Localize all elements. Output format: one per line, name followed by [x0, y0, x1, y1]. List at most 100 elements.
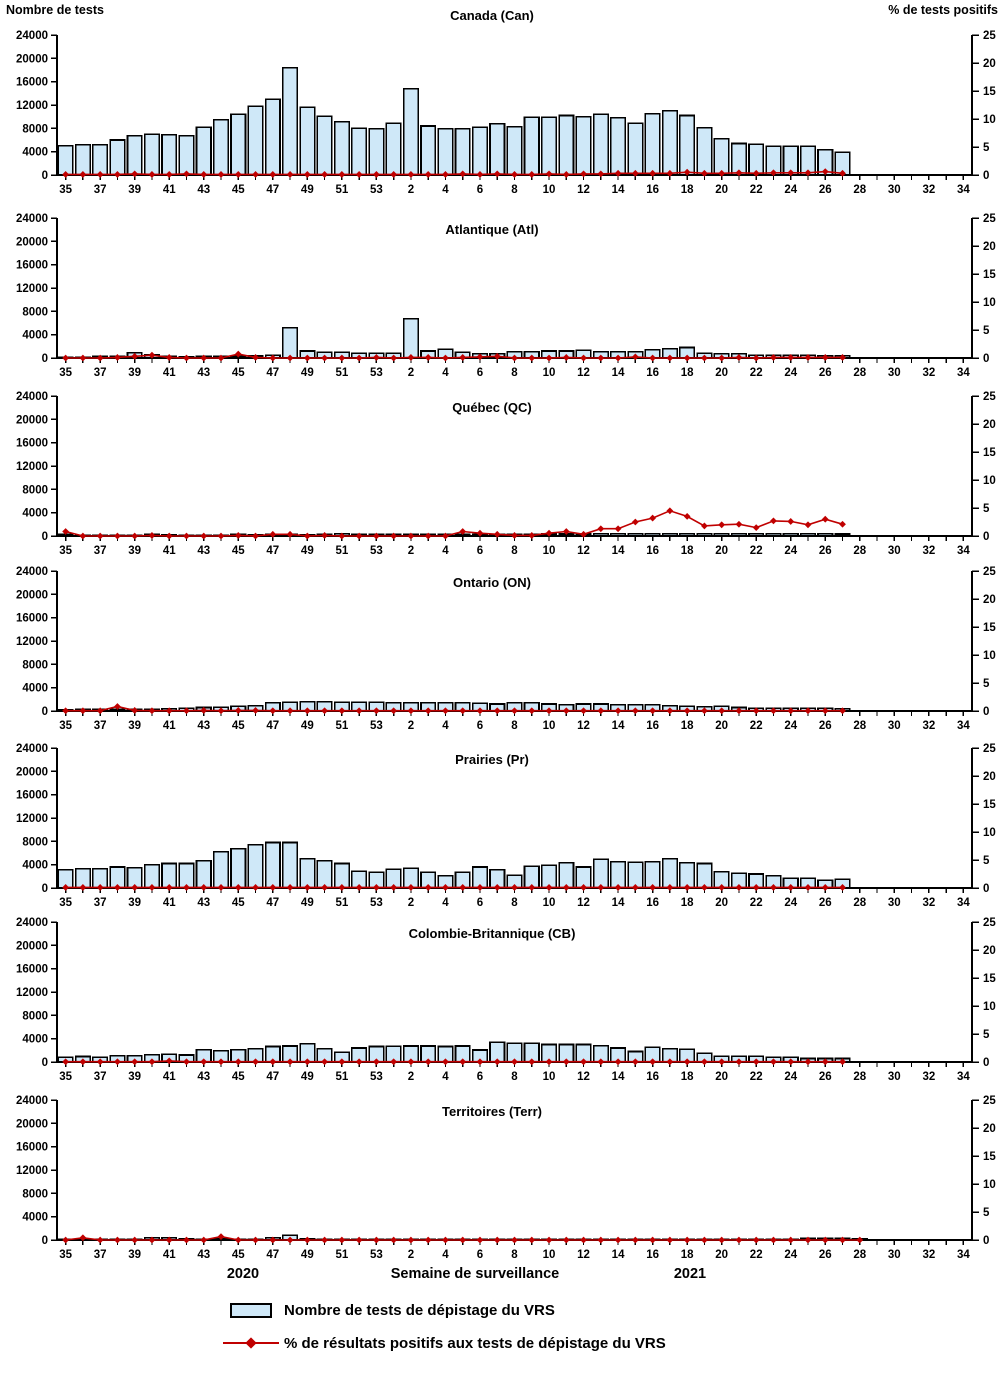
- x-tick-label: 20: [715, 720, 728, 732]
- pct-diamond-marker: [770, 169, 777, 177]
- pct-diamond-marker: [718, 521, 726, 529]
- left-axis-header: Nombre de tests: [6, 3, 104, 17]
- legend-bar-swatch-cell: [220, 1302, 282, 1318]
- pct-diamond-marker: [114, 171, 121, 178]
- left-tick-label: 4000: [22, 1212, 48, 1224]
- pct-diamond-marker: [666, 1058, 674, 1066]
- x-tick-label: 2: [408, 897, 414, 909]
- x-tick-label: 12: [577, 720, 590, 732]
- left-tick-label: 12000: [16, 813, 48, 825]
- x-tick-label: 43: [197, 367, 210, 379]
- bar: [230, 113, 247, 176]
- right-tick-label: 5: [983, 1207, 990, 1219]
- pct-diamond-marker: [131, 884, 139, 891]
- pct-diamond-marker: [79, 884, 87, 891]
- pct-diamond-marker: [234, 532, 242, 539]
- x-tick-label: 47: [266, 1249, 279, 1261]
- x-tick-label: 16: [646, 1249, 659, 1261]
- right-tick-label: 10: [983, 827, 996, 839]
- pct-diamond-marker: [614, 707, 622, 715]
- left-tick-label: 4000: [22, 330, 48, 342]
- right-tick-label: 10: [983, 297, 996, 309]
- x-tick-label: 4: [442, 1071, 449, 1083]
- panel-ontario-on: Ontario (ON) 24000 20000 16000 12000 8000 4000…: [16, 566, 996, 732]
- pct-diamond-marker: [839, 1236, 846, 1244]
- pct-diamond-marker: [459, 170, 467, 178]
- bar: [282, 66, 299, 176]
- pct-diamond-marker: [718, 354, 726, 362]
- pct-diamond-marker: [372, 1236, 380, 1244]
- bars-series: [57, 1041, 851, 1063]
- pct-diamond-marker: [338, 707, 346, 715]
- right-tick-label: 20: [983, 594, 996, 606]
- pct-diamond-marker: [683, 354, 691, 362]
- x-tick-label: 43: [197, 1071, 210, 1083]
- x-tick-label: 43: [197, 184, 210, 196]
- pct-diamond-marker: [303, 884, 311, 891]
- pct-diamond-marker: [62, 1236, 70, 1244]
- left-tick-label: 20000: [16, 53, 48, 65]
- x-tick-label: 30: [888, 897, 901, 909]
- pct-diamond-marker: [390, 707, 398, 715]
- pct-diamond-marker: [200, 1236, 208, 1244]
- bar: [679, 114, 696, 176]
- pct-diamond-marker: [424, 707, 432, 715]
- pct-diamond-marker: [62, 171, 70, 178]
- bar: [489, 122, 506, 176]
- pct-diamond-marker: [545, 1236, 553, 1244]
- left-tick-label: 0: [42, 353, 48, 365]
- left-tick-label: 16000: [16, 438, 48, 450]
- bar: [247, 105, 264, 176]
- right-tick-label: 0: [983, 883, 989, 895]
- left-tick-label: 12000: [16, 283, 48, 295]
- x-tick-label: 16: [646, 545, 659, 557]
- bar: [282, 841, 299, 889]
- pct-diamond-marker: [821, 515, 829, 523]
- pct-diamond-marker: [511, 707, 518, 715]
- bar: [385, 122, 402, 176]
- bar: [540, 116, 558, 176]
- pct-diamond-marker: [183, 1058, 190, 1066]
- pct-diamond-marker: [839, 520, 846, 528]
- right-tick-label: 0: [983, 353, 989, 365]
- bar: [575, 115, 592, 176]
- pct-diamond-marker: [424, 1236, 432, 1244]
- bar: [592, 113, 609, 176]
- pct-diamond-marker: [459, 707, 467, 715]
- left-tick-label: 16000: [16, 77, 48, 89]
- pct-diamond-marker: [787, 1236, 795, 1244]
- pct-diamond-marker: [114, 354, 121, 361]
- left-tick-label: 20000: [16, 589, 48, 601]
- pct-diamond-marker: [752, 884, 760, 891]
- x-tick-label: 47: [266, 367, 279, 379]
- pct-diamond-marker: [614, 354, 622, 362]
- pct-diamond-marker: [545, 884, 553, 891]
- pct-diamond-marker: [511, 171, 518, 178]
- pct-line: [65, 705, 843, 712]
- pct-diamond-marker: [666, 507, 674, 515]
- pct-diamond-marker: [649, 707, 657, 715]
- bar: [748, 532, 765, 537]
- x-tick-label: 37: [94, 1071, 107, 1083]
- bar: [713, 138, 730, 176]
- pct-diamond-marker: [839, 884, 846, 891]
- x-tick-label: 49: [301, 545, 314, 557]
- pct-diamond-marker: [338, 354, 346, 362]
- pct-diamond-marker: [355, 884, 363, 891]
- pct-diamond-marker: [614, 1236, 622, 1244]
- legend-item-tests: Nombre de tests de dépistage du VRS: [220, 1300, 666, 1320]
- pct-diamond-marker: [701, 707, 708, 715]
- x-tick-label: 45: [232, 545, 245, 557]
- pct-diamond-marker: [821, 354, 829, 361]
- pct-diamond-marker: [649, 884, 657, 891]
- pct-diamond-marker: [476, 884, 484, 891]
- x-tick-label: 18: [681, 720, 694, 732]
- panel-title: Colombie-Britannique (CB): [409, 926, 576, 941]
- pct-diamond-marker: [718, 707, 726, 715]
- bar: [523, 116, 540, 176]
- x-tick-label: 35: [59, 1071, 72, 1083]
- x-tick-label: 4: [442, 184, 449, 196]
- pct-diamond-marker: [770, 354, 777, 361]
- pct-diamond-marker: [442, 1236, 449, 1244]
- left-tick-label: 8000: [22, 123, 48, 135]
